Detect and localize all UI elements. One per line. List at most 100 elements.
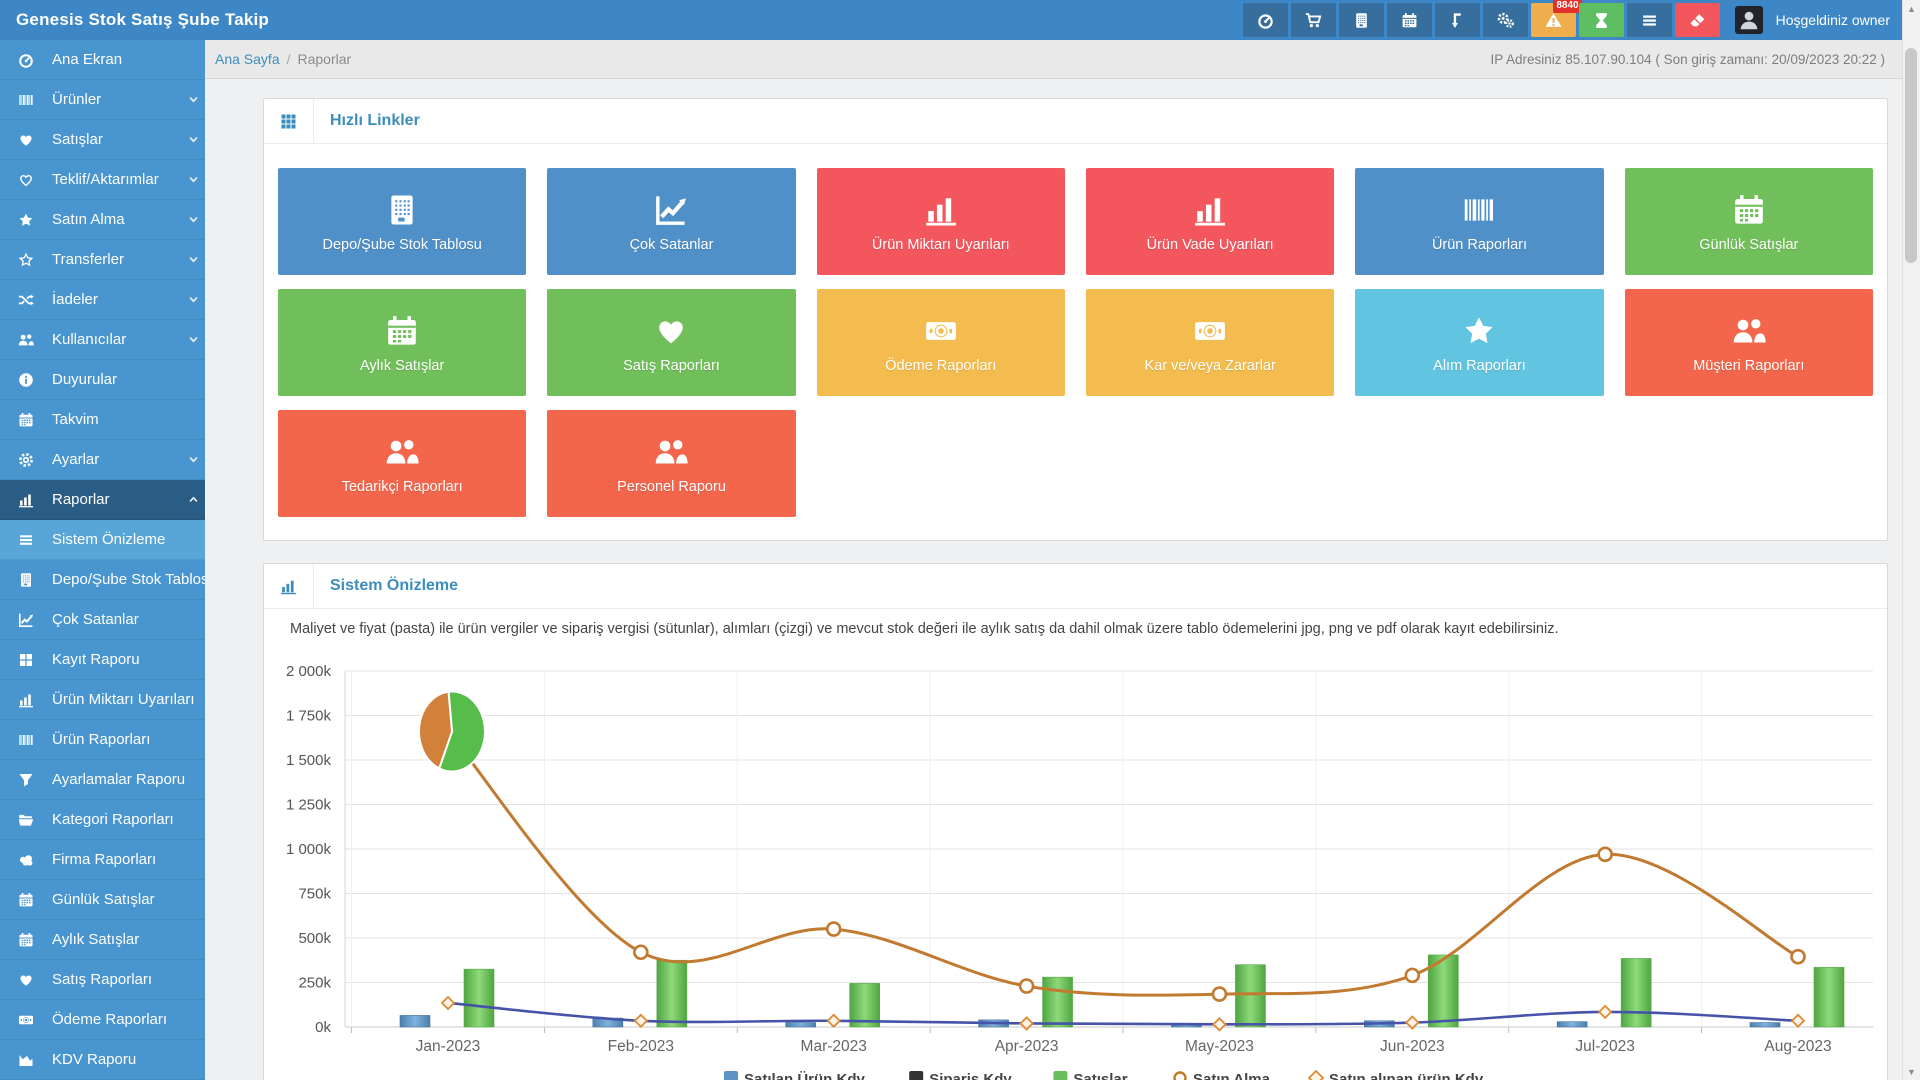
sidebar-item-cok-satanlar[interactable]: Çok Satanlar	[0, 600, 205, 640]
svg-text:Mar-2023: Mar-2023	[801, 1038, 867, 1055]
bar-chart-icon	[0, 492, 52, 508]
sidebar-item-firma-raporlari[interactable]: Firma Raporları	[0, 840, 205, 880]
sidebar-item-kdv-raporu[interactable]: KDV Raporu	[0, 1040, 205, 1080]
quicklink-personel-raporu[interactable]: Personel Raporu	[547, 410, 796, 517]
sidebar-item-satislar[interactable]: Satışlar	[0, 120, 205, 160]
grid-icon	[264, 99, 314, 143]
area-icon	[0, 1052, 52, 1068]
sidebar-item-aylik-satislar[interactable]: Aylık Satışlar	[0, 920, 205, 960]
cogs-button[interactable]	[1482, 3, 1528, 37]
heart-icon	[0, 972, 52, 988]
scroll-up-arrow[interactable]: ▲	[1907, 3, 1916, 14]
notification-badge: 8840	[1553, 0, 1582, 13]
list-button[interactable]	[1626, 3, 1672, 37]
quicklink-urun-raporlari[interactable]: Ürün Raporları	[1355, 168, 1604, 275]
quicklink-cok-satanlar[interactable]: Çok Satanlar	[547, 168, 796, 275]
sidebar-item-kullanicilar[interactable]: Kullanıcılar	[0, 320, 205, 360]
sidebar-item-depo-sube-stok-tablosu[interactable]: Depo/Şube Stok Tablosu	[0, 560, 205, 600]
navbar-actions: 8840 Hoşgeldiniz owner	[1242, 0, 1890, 40]
sidebar-item-raporlar[interactable]: Raporlar	[0, 480, 205, 520]
quicklink-label: Kar ve/veya Zararlar	[1144, 357, 1276, 374]
breadcrumb-current: Raporlar	[297, 51, 352, 67]
svg-text:Apr-2023: Apr-2023	[995, 1038, 1059, 1055]
sidebar-item-teklif-aktarimlar[interactable]: Teklif/Aktarımlar	[0, 160, 205, 200]
quicklink-odeme-raporlari[interactable]: Ödeme Raporları	[816, 289, 1065, 396]
sidebar-item-label: Ödeme Raporları	[52, 1011, 168, 1028]
sidebar-item-ana-ekran[interactable]: Ana Ekran	[0, 40, 205, 80]
sidebar-item-odeme-raporlari[interactable]: Ödeme Raporları	[0, 1000, 205, 1040]
sidebar-item-label: Günlük Satışlar	[52, 891, 155, 908]
users-icon	[384, 433, 420, 469]
quicklink-label: Tedarikçi Raporları	[341, 478, 463, 495]
calculator-button[interactable]	[1338, 3, 1384, 37]
quicklink-gunluk-satislar[interactable]: Günlük Satışlar	[1624, 168, 1873, 275]
cart-button[interactable]	[1290, 3, 1336, 37]
sidebar-item-sistem-onizleme[interactable]: Sistem Önizleme	[0, 520, 205, 560]
quicklink-alim-raporlari[interactable]: Alım Raporları	[1355, 289, 1604, 396]
breadcrumb: Ana Sayfa / Raporlar	[215, 51, 351, 67]
quick-links-title: Hızlı Linkler	[330, 112, 420, 129]
svg-text:Jul-2023: Jul-2023	[1575, 1038, 1634, 1055]
eraser-button[interactable]	[1674, 3, 1720, 37]
quicklink-musteri-raporlari[interactable]: Müşteri Raporları	[1624, 289, 1873, 396]
sidebar-item-label: KDV Raporu	[52, 1051, 137, 1068]
quicklink-satis-raporlari[interactable]: Satış Raporları	[547, 289, 796, 396]
dashboard-button[interactable]	[1242, 3, 1288, 37]
sidebar-item-duyurular[interactable]: Duyurular	[0, 360, 205, 400]
calendar-icon	[1401, 12, 1418, 29]
warning-icon	[1545, 12, 1562, 29]
calendar-button[interactable]	[1386, 3, 1432, 37]
quicklink-kar-ve-veya-zararlar[interactable]: Kar ve/veya Zararlar	[1085, 289, 1335, 396]
sidebar-item-urun-miktari-uyarilari[interactable]: Ürün Miktarı Uyarıları	[0, 680, 205, 720]
svg-text:1 250k: 1 250k	[286, 797, 332, 814]
sidebar-item-i-adeler[interactable]: İadeler	[0, 280, 205, 320]
quicklink-label: Aylık Satışlar	[359, 357, 445, 374]
sidebar-item-label: Satış Raporları	[52, 971, 153, 988]
sidebar-item-urunler[interactable]: Ürünler	[0, 80, 205, 120]
sidebar-item-takvim[interactable]: Takvim	[0, 400, 205, 440]
sidebar-item-ayarlar[interactable]: Ayarlar	[0, 440, 205, 480]
sidebar-item-ayarlamalar-raporu[interactable]: Ayarlamalar Raporu	[0, 760, 205, 800]
breadcrumb-home-link[interactable]: Ana Sayfa	[215, 51, 280, 67]
cogs-icon	[1497, 12, 1514, 29]
breadcrumb-bar: Ana Sayfa / Raporlar IP Adresiniz 85.107.9…	[205, 40, 1903, 79]
sidebar-item-label: Teklif/Aktarımlar	[52, 171, 159, 188]
heart-icon	[653, 312, 689, 348]
sidebar-item-label: Satışlar	[52, 131, 103, 148]
quicklink-label: Ödeme Raporları	[885, 357, 997, 374]
sidebar-item-label: Transferler	[52, 251, 124, 268]
avatar[interactable]	[1734, 6, 1763, 34]
sidebar-item-label: Takvim	[52, 411, 99, 428]
sidebar-item-satis-raporlari[interactable]: Satış Raporları	[0, 960, 205, 1000]
svg-text:Satın alınan ürün Kdv: Satın alınan ürün Kdv	[1329, 1071, 1484, 1080]
hourglass-button[interactable]	[1578, 3, 1624, 37]
info-icon	[0, 372, 52, 388]
warning-button[interactable]: 8840	[1530, 0, 1582, 37]
sidebar-item-gunluk-satislar[interactable]: Günlük Satışlar	[0, 880, 205, 920]
sidebar-item-kategori-raporlari[interactable]: Kategori Raporları	[0, 800, 205, 840]
scroll-down-arrow[interactable]: ▼	[1907, 1066, 1916, 1077]
sidebar-item-urun-raporlari[interactable]: Ürün Raporları	[0, 720, 205, 760]
system-preview-chart: 0k 250k 500k 750k 1 000k 1 250k 1 500k 1 750k 2 …	[286, 663, 1873, 1080]
quicklink-urun-vade-uyarilari[interactable]: Ürün Vade Uyarıları	[1085, 168, 1335, 275]
sidebar-item-kayit-raporu[interactable]: Kayıt Raporu	[0, 640, 205, 680]
quicklink-tedarikci-raporlari[interactable]: Tedarikçi Raporları	[278, 410, 527, 517]
quicklink-aylik-satislar[interactable]: Aylık Satışlar	[278, 289, 527, 396]
quicklink-urun-miktari-uyarilari[interactable]: Ürün Miktarı Uyarıları	[816, 168, 1065, 275]
calendar-icon	[0, 932, 52, 948]
quicklink-label: Günlük Satışlar	[1699, 236, 1799, 253]
quicklink-depo-sube-stok-tablosu[interactable]: Depo/Şube Stok Tablosu	[278, 168, 527, 275]
calendar-icon	[0, 892, 52, 908]
chart-description: Maliyet ve fiyat (pasta) ile ürün vergil…	[290, 621, 1559, 637]
quicklink-label: Ürün Raporları	[1431, 236, 1528, 253]
level-down-button[interactable]	[1434, 3, 1480, 37]
vertical-scrollbar[interactable]: ▲ ▼	[1902, 0, 1920, 1080]
sidebar-item-satin-alma[interactable]: Satın Alma	[0, 200, 205, 240]
list-icon	[0, 532, 52, 548]
sidebar-item-label: Aylık Satışlar	[52, 931, 140, 948]
scrollbar-thumb[interactable]	[1905, 48, 1917, 263]
heart-icon	[0, 132, 52, 148]
calendar-icon	[0, 412, 52, 428]
sidebar-item-transferler[interactable]: Transferler	[0, 240, 205, 280]
grid-icon	[0, 652, 52, 668]
